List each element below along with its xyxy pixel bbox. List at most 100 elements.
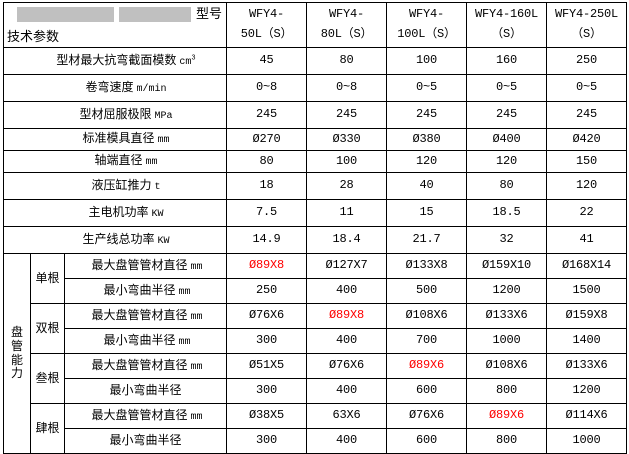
value-cell: Ø133X6 — [546, 353, 628, 379]
subgroup-label-triple: 叁根 — [30, 353, 65, 404]
value-cell: 120 — [546, 172, 628, 200]
value-cell: 245 — [226, 101, 308, 129]
table-row: 标准模具直径 mm Ø270 Ø330 Ø380 Ø400 Ø420 — [2, 128, 628, 151]
value-cell: Ø420 — [546, 128, 628, 151]
table-row: 型材最大抗弯截面模数 cm3 45 80 100 160 250 — [2, 47, 628, 75]
row-label-cell: 型材屈服极限 MPa — [2, 101, 228, 129]
row-label-cell: 最大盘管管材直径 mm — [63, 353, 228, 379]
model-header-2: WFY4- 80L（S） — [306, 2, 388, 48]
value-cell: 7.5 — [226, 199, 308, 227]
value-cell: 40 — [386, 172, 468, 200]
group-label-line1: 盘管 — [10, 324, 23, 353]
value-cell: 100 — [306, 150, 388, 173]
model-header-5-line2: （S） — [571, 27, 602, 41]
value-cell: 100 — [386, 47, 468, 75]
row-label-cell: 液压缸推力 t — [2, 172, 228, 200]
model-column-label: 型号 — [196, 5, 223, 21]
value-cell: 1400 — [546, 328, 628, 354]
row-label-cell: 最小弯曲半径 mm — [63, 278, 228, 304]
header-corner-top: 型号 — [8, 6, 222, 22]
model-header-3-line2: 100L（S） — [397, 27, 456, 41]
value-cell-highlighted: Ø89X8 — [306, 303, 388, 329]
value-cell: 80 — [466, 172, 548, 200]
model-header-3-line1: WFY4- — [409, 7, 445, 22]
value-cell: 1200 — [546, 378, 628, 404]
table-row: 最小弯曲半径 300 400 600 800 1200 — [4, 378, 628, 404]
value-cell: 32 — [466, 226, 548, 254]
value-cell: Ø400 — [466, 128, 548, 151]
row-label-cell: 主电机功率 KW — [2, 199, 228, 227]
group-label-line2: 能力 — [10, 352, 23, 381]
model-header-1: WFY4- 50L（S） — [226, 2, 308, 48]
row-label-text: 型材屈服极限 — [79, 106, 152, 121]
subgroup-label-single: 单根 — [30, 253, 65, 304]
value-cell: 245 — [306, 101, 388, 129]
value-cell: 21.7 — [386, 226, 468, 254]
value-cell: 45 — [226, 47, 308, 75]
row-label-text: 卷弯速度 — [85, 79, 134, 94]
value-cell: Ø133X8 — [386, 253, 468, 279]
table-row: 最小弯曲半径 mm 250 400 500 1200 1500 — [4, 278, 628, 304]
value-cell: 800 — [466, 378, 548, 404]
value-cell: 80 — [226, 150, 308, 173]
value-cell: 28 — [306, 172, 388, 200]
row-unit: m/min — [136, 83, 167, 95]
row-unit: mm — [178, 286, 191, 298]
table-header-row: 型号 技术参数 WFY4- 50L（S） WFY4- 80L（S） WFY4- … — [2, 2, 628, 48]
row-unit: KW — [151, 208, 164, 220]
value-cell: 300 — [226, 328, 308, 354]
row-label-cell: 最大盘管管材直径 mm — [63, 403, 228, 429]
row-label-cell: 最小弯曲半径 — [63, 428, 228, 454]
row-label-cell: 卷弯速度 m/min — [2, 74, 228, 102]
value-cell: 0~5 — [546, 74, 628, 102]
value-cell: Ø114X6 — [546, 403, 628, 429]
model-header-1-line2: 50L（S） — [240, 27, 293, 41]
row-unit: MPa — [154, 110, 173, 122]
value-cell: 18.5 — [466, 199, 548, 227]
redacted-block-2 — [119, 6, 191, 22]
model-header-2-line2: 80L（S） — [320, 27, 373, 41]
row-label-cell: 轴端直径 mm — [2, 150, 228, 173]
value-cell: 18 — [226, 172, 308, 200]
row-unit: t — [154, 181, 161, 193]
row-label-cell: 最小弯曲半径 mm — [63, 328, 228, 354]
table-row: 最小弯曲半径 300 400 600 800 1000 — [4, 428, 628, 454]
subgroup-label-quad: 肆根 — [30, 403, 65, 454]
row-label-text: 最大盘管管材直径 — [91, 357, 188, 372]
value-cell: Ø133X6 — [466, 303, 548, 329]
row-label-text: 最小弯曲半径 — [109, 432, 182, 447]
table-row: 双根 最大盘管管材直径 mm Ø76X6 Ø89X8 Ø108X6 Ø133X6 … — [4, 303, 628, 354]
value-cell: 80 — [306, 47, 388, 75]
value-cell: 0~8 — [306, 74, 388, 102]
table-row: 主电机功率 KW 7.5 11 15 18.5 22 — [2, 199, 628, 227]
value-cell: 120 — [386, 150, 468, 173]
value-cell: 11 — [306, 199, 388, 227]
row-label-cell: 最大盘管管材直径 mm — [63, 303, 228, 329]
value-cell: Ø76X6 — [306, 353, 388, 379]
value-cell: 0~5 — [466, 74, 548, 102]
value-cell: 600 — [386, 378, 468, 404]
value-cell: 160 — [466, 47, 548, 75]
table-row: 液压缸推力 t 18 28 40 80 120 — [2, 172, 628, 200]
row-unit: mm — [190, 411, 203, 423]
value-cell: 250 — [546, 47, 628, 75]
row-label-cell: 型材最大抗弯截面模数 cm3 — [2, 47, 228, 75]
model-header-5-line1: WFY4-250L — [555, 7, 619, 22]
row-label-text: 最小弯曲半径 — [103, 282, 176, 297]
row-unit: KW — [157, 235, 170, 247]
value-cell: Ø76X6 — [386, 403, 468, 429]
table-row: 轴端直径 mm 80 100 120 120 150 — [2, 150, 628, 173]
row-unit: mm — [157, 135, 170, 147]
row-label-text: 型材最大抗弯截面模数 — [56, 52, 177, 67]
value-cell: 300 — [226, 378, 308, 404]
value-cell: 150 — [546, 150, 628, 173]
value-cell: Ø108X6 — [466, 353, 548, 379]
value-cell: 14.9 — [226, 226, 308, 254]
row-label-cell: 标准模具直径 mm — [2, 128, 228, 151]
value-cell: 245 — [546, 101, 628, 129]
row-unit: mm — [190, 311, 203, 323]
value-cell-highlighted: Ø89X6 — [466, 403, 548, 429]
row-label-cell: 最小弯曲半径 — [63, 378, 228, 404]
model-header-4-line2: （S） — [491, 27, 522, 41]
